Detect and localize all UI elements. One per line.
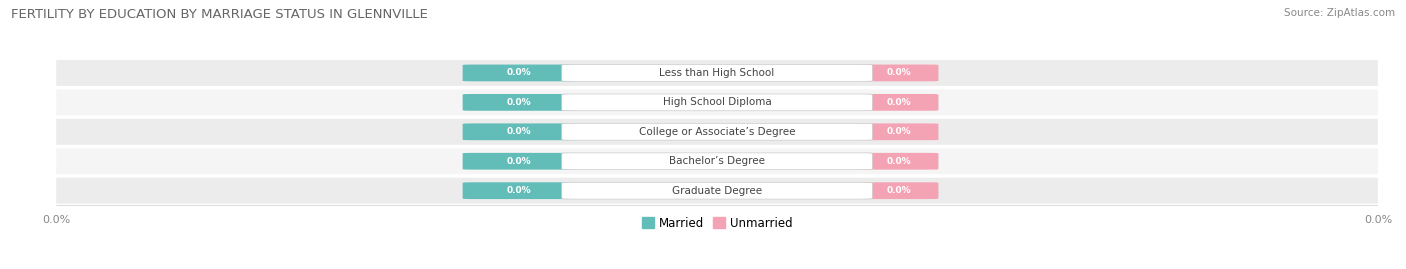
FancyBboxPatch shape bbox=[56, 148, 1378, 174]
FancyBboxPatch shape bbox=[562, 182, 872, 199]
Text: High School Diploma: High School Diploma bbox=[662, 97, 772, 107]
Text: 0.0%: 0.0% bbox=[886, 68, 911, 77]
FancyBboxPatch shape bbox=[463, 182, 575, 199]
FancyBboxPatch shape bbox=[56, 89, 1378, 115]
Text: 0.0%: 0.0% bbox=[506, 157, 531, 166]
Text: 0.0%: 0.0% bbox=[886, 186, 911, 195]
FancyBboxPatch shape bbox=[56, 60, 1378, 86]
FancyBboxPatch shape bbox=[859, 94, 938, 111]
Text: Source: ZipAtlas.com: Source: ZipAtlas.com bbox=[1284, 8, 1395, 18]
FancyBboxPatch shape bbox=[562, 153, 872, 170]
Text: Graduate Degree: Graduate Degree bbox=[672, 186, 762, 196]
Text: 0.0%: 0.0% bbox=[506, 68, 531, 77]
FancyBboxPatch shape bbox=[56, 178, 1378, 204]
FancyBboxPatch shape bbox=[859, 182, 938, 199]
FancyBboxPatch shape bbox=[859, 123, 938, 140]
FancyBboxPatch shape bbox=[859, 65, 938, 81]
Text: 0.0%: 0.0% bbox=[886, 98, 911, 107]
Text: FERTILITY BY EDUCATION BY MARRIAGE STATUS IN GLENNVILLE: FERTILITY BY EDUCATION BY MARRIAGE STATU… bbox=[11, 8, 427, 21]
FancyBboxPatch shape bbox=[463, 153, 575, 170]
FancyBboxPatch shape bbox=[562, 94, 872, 111]
Text: 0.0%: 0.0% bbox=[506, 98, 531, 107]
FancyBboxPatch shape bbox=[562, 65, 872, 81]
FancyBboxPatch shape bbox=[859, 153, 938, 170]
FancyBboxPatch shape bbox=[56, 119, 1378, 145]
Legend: Married, Unmarried: Married, Unmarried bbox=[640, 214, 794, 232]
Text: 0.0%: 0.0% bbox=[886, 157, 911, 166]
FancyBboxPatch shape bbox=[463, 65, 575, 81]
FancyBboxPatch shape bbox=[463, 94, 575, 111]
Text: 0.0%: 0.0% bbox=[886, 127, 911, 136]
Text: College or Associate’s Degree: College or Associate’s Degree bbox=[638, 127, 796, 137]
Text: 0.0%: 0.0% bbox=[506, 127, 531, 136]
Text: Bachelor’s Degree: Bachelor’s Degree bbox=[669, 156, 765, 166]
FancyBboxPatch shape bbox=[562, 123, 872, 140]
Text: Less than High School: Less than High School bbox=[659, 68, 775, 78]
FancyBboxPatch shape bbox=[463, 123, 575, 140]
Text: 0.0%: 0.0% bbox=[506, 186, 531, 195]
